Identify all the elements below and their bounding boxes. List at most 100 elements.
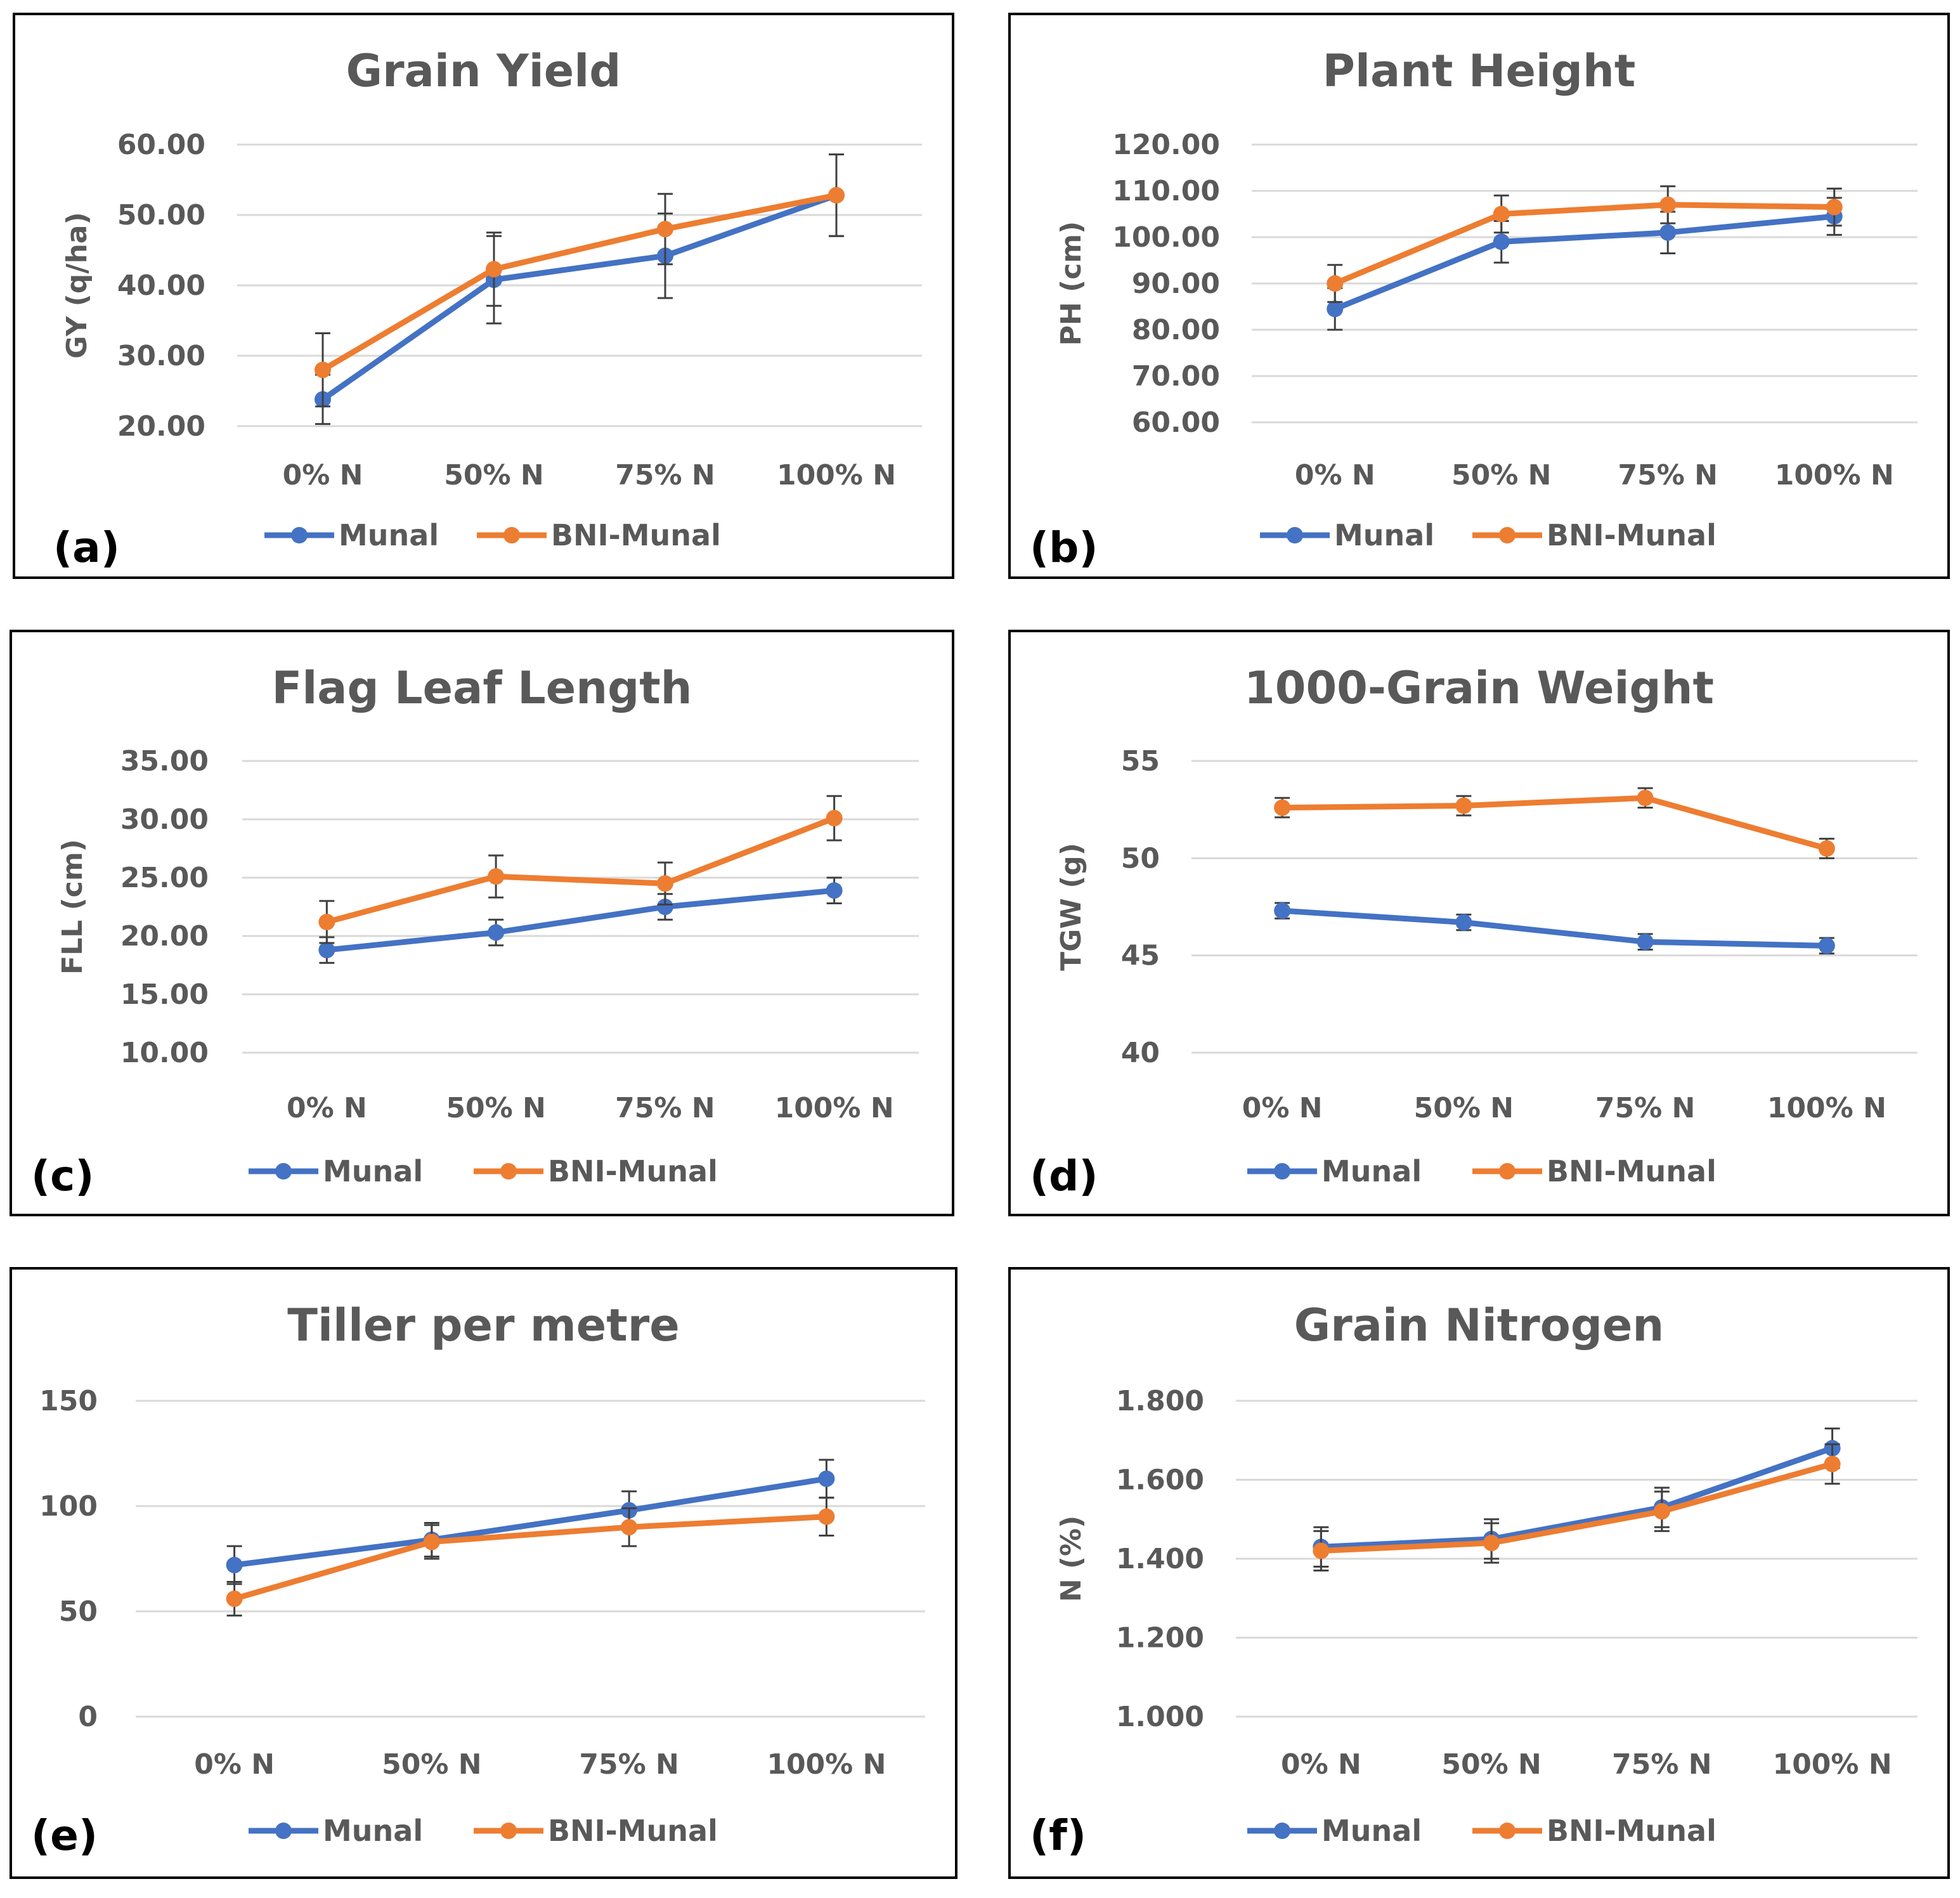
data-point-munal xyxy=(1274,902,1291,920)
panel-label: (d) xyxy=(1030,1152,1098,1200)
legend-marker xyxy=(500,1823,517,1839)
chart-svg: 1000-Grain Weight 40 45 50 55 TGW (g) 0% N 50% … xyxy=(1030,662,1918,1200)
legend-marker xyxy=(1274,1823,1290,1839)
data-point-munal xyxy=(488,924,505,941)
y-axis-title: N (%) xyxy=(1055,1516,1087,1602)
y-tick-label: 40.00 xyxy=(117,270,205,302)
data-point-bni-munal xyxy=(1818,840,1835,857)
legend-label: Munal xyxy=(323,1814,423,1848)
x-category-label: 50% N xyxy=(1414,1092,1514,1124)
data-point-bni-munal xyxy=(1313,1542,1330,1559)
series-line-munal xyxy=(323,887,838,953)
y-tick-label: 90.00 xyxy=(1132,268,1220,300)
data-point-bni-munal xyxy=(1483,1535,1500,1552)
y-tick-label: 100.00 xyxy=(1112,221,1220,254)
y-tick-label: 120.00 xyxy=(1112,129,1220,161)
chart-svg: Grain Yield 20.00 30.00 40.00 50.00 60.00 GY (… xyxy=(53,45,922,572)
y-tick-label: 20.00 xyxy=(120,920,209,952)
panel-label: (b) xyxy=(1030,523,1098,572)
y-tick-label: 1.000 xyxy=(1116,1701,1204,1733)
x-category-label: 0% N xyxy=(1295,459,1375,491)
data-point-bni-munal xyxy=(488,868,505,885)
data-point-bni-munal xyxy=(656,875,673,892)
legend-marker xyxy=(1499,527,1515,543)
chart-title: 1000-Grain Weight xyxy=(1244,662,1714,714)
chart-panel-c: Flag Leaf Length 10.00 15.00 20.00 25.00 30.0… xyxy=(10,630,954,1216)
legend-label: Munal xyxy=(1321,1814,1422,1848)
series-line-munal xyxy=(1332,213,1838,312)
x-category-label: 50% N xyxy=(382,1748,481,1781)
y-tick-label: 60.00 xyxy=(117,129,205,161)
data-point-munal xyxy=(1637,933,1654,951)
y-tick-label: 20.00 xyxy=(117,410,205,443)
data-point-bni-munal xyxy=(657,221,673,238)
legend-label: BNI-Munal xyxy=(1547,518,1717,552)
series-line-bni-munal xyxy=(1318,1461,1836,1554)
legend-label: BNI-Munal xyxy=(1547,1154,1717,1188)
y-tick-label: 30.00 xyxy=(120,803,209,836)
series-line-munal xyxy=(1318,1445,1836,1550)
x-category-label: 0% N xyxy=(1242,1092,1323,1124)
data-point-munal xyxy=(818,1470,835,1487)
panel-label: (c) xyxy=(31,1152,94,1200)
x-category-label: 50% N xyxy=(444,459,543,491)
series-line-munal xyxy=(320,192,840,403)
x-category-label: 75% N xyxy=(1618,459,1718,491)
data-point-bni-munal xyxy=(486,261,502,278)
legend-label: BNI-Munal xyxy=(1547,1814,1717,1848)
y-tick-label: 40 xyxy=(1121,1037,1160,1069)
legend-label: BNI-Munal xyxy=(551,518,721,552)
y-tick-label: 1.400 xyxy=(1116,1543,1204,1575)
chart-panel-a: Grain Yield 20.00 30.00 40.00 50.00 60.00 GY (… xyxy=(13,13,954,579)
x-category-label: 100% N xyxy=(777,459,896,491)
legend-marker xyxy=(503,527,520,543)
data-point-bni-munal xyxy=(226,1590,243,1608)
data-point-bni-munal xyxy=(318,913,335,930)
series-line-bni-munal xyxy=(320,192,840,373)
data-point-munal xyxy=(1659,224,1677,241)
data-point-munal xyxy=(656,899,673,915)
y-tick-label: 80.00 xyxy=(1132,314,1220,346)
x-category-label: 50% N xyxy=(1451,459,1551,491)
y-tick-label: 35.00 xyxy=(120,745,209,777)
data-point-bni-munal xyxy=(1653,1503,1670,1520)
y-tick-label: 150 xyxy=(39,1385,98,1417)
x-category-label: 100% N xyxy=(1767,1092,1886,1124)
x-category-label: 100% N xyxy=(767,1748,886,1781)
legend-marker xyxy=(500,1163,517,1180)
data-point-munal xyxy=(1818,937,1835,954)
chart-svg: Plant Height 60.00 70.00 80.00 90.00 100.00 11… xyxy=(1030,45,1918,572)
panel-label: (f) xyxy=(1030,1811,1086,1860)
chart-svg: Tiller per metre 0 50 100 150 0% N 50% N 75% N 1… xyxy=(31,1299,925,1860)
series-line-bni-munal xyxy=(323,815,838,925)
legend-marker xyxy=(275,1163,292,1180)
x-category-label: 75% N xyxy=(1595,1092,1695,1124)
chart-title: Plant Height xyxy=(1323,45,1636,97)
x-category-label: 100% N xyxy=(1773,1748,1892,1781)
data-point-bni-munal xyxy=(1455,797,1472,814)
y-axis-title: GY (q/ha) xyxy=(61,212,93,358)
series-line-munal xyxy=(231,1476,829,1568)
data-point-bni-munal xyxy=(1327,275,1344,292)
legend-marker xyxy=(1274,1163,1290,1180)
data-point-munal xyxy=(226,1556,243,1573)
y-tick-label: 110.00 xyxy=(1112,175,1220,207)
x-category-label: 75% N xyxy=(1612,1748,1711,1781)
legend-marker xyxy=(1287,527,1303,543)
legend-label: BNI-Munal xyxy=(548,1154,718,1188)
chart-panel-e: Tiller per metre 0 50 100 150 0% N 50% N 75% N 1… xyxy=(10,1267,957,1879)
chart-svg: Grain Nitrogen 1.000 1.200 1.400 1.600 1.800 N… xyxy=(1030,1299,1918,1860)
y-tick-label: 10.00 xyxy=(120,1037,209,1069)
chart-title: Flag Leaf Length xyxy=(272,662,692,714)
series-line-munal xyxy=(1279,907,1830,949)
x-category-label: 50% N xyxy=(1441,1748,1541,1781)
data-point-bni-munal xyxy=(1274,799,1291,816)
panel-label: (a) xyxy=(53,523,120,572)
x-category-label: 50% N xyxy=(446,1092,545,1124)
data-point-munal xyxy=(1493,233,1510,250)
panel-label: (e) xyxy=(31,1811,98,1860)
data-point-munal xyxy=(1327,301,1344,318)
data-point-bni-munal xyxy=(826,810,843,827)
data-point-bni-munal xyxy=(828,186,845,204)
y-axis-title: FLL (cm) xyxy=(56,839,89,975)
